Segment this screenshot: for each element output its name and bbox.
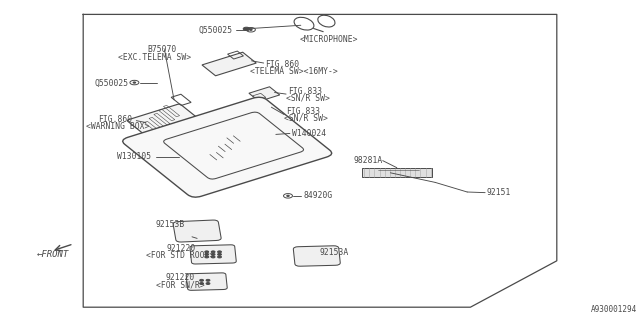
Text: <MICROPHONE>: <MICROPHONE> — [300, 35, 358, 44]
Bar — [144, 121, 161, 133]
Circle shape — [150, 156, 152, 157]
Bar — [250, 108, 262, 115]
Text: Q550025: Q550025 — [198, 26, 232, 35]
Text: 92153B: 92153B — [156, 220, 185, 229]
Circle shape — [206, 283, 210, 284]
Bar — [228, 51, 243, 59]
Text: <SN/R SW>: <SN/R SW> — [286, 94, 330, 103]
Circle shape — [205, 253, 209, 255]
Text: FIG.860: FIG.860 — [266, 60, 300, 68]
Text: <EXC.TELEMA SW>: <EXC.TELEMA SW> — [118, 53, 191, 62]
Bar — [163, 105, 180, 117]
Bar — [249, 87, 280, 101]
Text: FIG.860: FIG.860 — [98, 115, 132, 124]
Text: W130105: W130105 — [117, 152, 151, 161]
Circle shape — [218, 251, 221, 253]
FancyBboxPatch shape — [123, 97, 332, 197]
Text: 92153A: 92153A — [320, 248, 349, 257]
Circle shape — [218, 253, 221, 255]
Circle shape — [206, 279, 210, 281]
Text: FIG.833: FIG.833 — [286, 107, 320, 116]
Bar — [154, 113, 170, 125]
Bar — [202, 52, 256, 76]
Circle shape — [243, 27, 250, 30]
Bar — [362, 168, 432, 177]
Circle shape — [250, 29, 252, 30]
Bar — [149, 117, 165, 129]
Circle shape — [205, 251, 209, 253]
Circle shape — [211, 253, 215, 255]
Text: <TELEMA SW><16MY->: <TELEMA SW><16MY-> — [250, 67, 337, 76]
Bar — [159, 109, 175, 121]
Text: 92151: 92151 — [486, 188, 511, 197]
Text: <FOR STD ROOF>: <FOR STD ROOF> — [146, 252, 214, 260]
FancyBboxPatch shape — [190, 245, 236, 264]
Text: ←FRONT: ←FRONT — [37, 250, 69, 259]
FancyBboxPatch shape — [186, 273, 227, 290]
Text: <SN/R SW>: <SN/R SW> — [284, 114, 328, 123]
Bar — [253, 93, 266, 100]
Circle shape — [200, 283, 204, 284]
Circle shape — [133, 82, 136, 83]
Text: B75070: B75070 — [147, 45, 177, 54]
Circle shape — [205, 256, 209, 258]
Text: A930001294: A930001294 — [591, 305, 637, 314]
Bar — [246, 101, 276, 116]
Text: 98281A: 98281A — [353, 156, 383, 165]
Circle shape — [200, 279, 204, 281]
Text: FIG.833: FIG.833 — [288, 87, 322, 96]
Text: 84920G: 84920G — [303, 191, 333, 200]
Text: Q550025: Q550025 — [95, 79, 129, 88]
Text: <FOR SN/R>: <FOR SN/R> — [156, 280, 205, 289]
Bar — [171, 94, 191, 105]
Circle shape — [287, 195, 289, 196]
Text: <WARNING BOX>: <WARNING BOX> — [86, 122, 150, 131]
FancyBboxPatch shape — [173, 220, 221, 242]
Circle shape — [211, 251, 215, 253]
Text: 921220: 921220 — [166, 244, 196, 253]
Circle shape — [211, 256, 215, 258]
FancyBboxPatch shape — [293, 246, 340, 266]
FancyBboxPatch shape — [127, 104, 196, 134]
Circle shape — [218, 256, 221, 258]
Text: W140024: W140024 — [292, 129, 326, 138]
Text: 921220: 921220 — [165, 273, 195, 282]
